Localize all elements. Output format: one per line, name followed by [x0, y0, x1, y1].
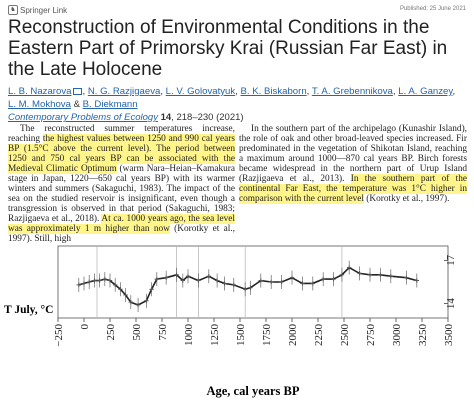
x-tick-label: 2500: [339, 324, 351, 347]
data-point: [149, 287, 154, 292]
data-point: [310, 281, 315, 286]
horse-icon: ♞: [8, 5, 18, 15]
highlighted-text: the highest values between 1250 and 990 …: [8, 134, 235, 174]
data-point: [107, 278, 113, 283]
author-link[interactable]: L. B. Nazarova: [8, 86, 72, 97]
x-tick-label: 3000: [391, 324, 403, 347]
data-point: [92, 278, 97, 283]
data-point: [222, 281, 227, 286]
x-tick-label: 1500: [235, 324, 247, 347]
author-link[interactable]: L. V. Golovatyuk: [165, 86, 236, 97]
author-list: L. B. Nazarova, N. G. Razjigaeva, L. V. …: [8, 86, 456, 110]
data-point: [144, 298, 149, 303]
email-icon[interactable]: [73, 87, 83, 95]
x-axis-label: Age, cal years BP: [206, 384, 299, 398]
plot-area: [57, 245, 449, 319]
data-point: [174, 272, 179, 277]
data-point: [97, 278, 102, 283]
springer-logo[interactable]: ♞ Springer Link: [8, 5, 67, 15]
data-point: [102, 276, 107, 282]
data-point: [180, 278, 185, 283]
x-tick-label: 1250: [209, 324, 221, 347]
data-point: [76, 282, 81, 288]
data-point: [81, 281, 87, 286]
x-tick-label: 500: [131, 324, 143, 341]
data-point: [404, 275, 409, 280]
data-point: [248, 285, 253, 290]
x-tick-label: 1750: [261, 324, 273, 347]
author-link[interactable]: B. K. Biskaborn: [240, 86, 307, 97]
data-point: [243, 287, 248, 292]
data-point: [339, 272, 345, 277]
journal-volume: 14: [160, 112, 172, 123]
x-tick-label: 750: [157, 324, 169, 341]
journal-link[interactable]: Contemporary Problems of Ecology: [8, 112, 158, 123]
data-point: [154, 276, 159, 282]
x-tick-label: −250: [53, 324, 65, 347]
x-tick-label: 2250: [313, 324, 325, 347]
x-tick-label: 0: [79, 324, 91, 330]
data-point: [388, 274, 393, 279]
text-span: (Korotky et al., 1997).: [363, 194, 450, 204]
y-tick-label: 14: [445, 298, 457, 310]
author-link[interactable]: L. A. Ganzey: [398, 86, 453, 97]
series-line: [78, 266, 418, 306]
journal-citation: Contemporary Problems of Ecology 14, 218…: [8, 112, 466, 123]
data-point: [128, 299, 133, 305]
x-tick-label: 2000: [287, 324, 299, 347]
journal-pages: , 218–230 (2021): [171, 112, 244, 123]
data-point: [185, 274, 191, 279]
data-point: [231, 282, 236, 288]
author-link[interactable]: N. G. Razjigaeva: [87, 86, 161, 97]
author-link[interactable]: T. A. Grebennikova: [311, 86, 393, 97]
text-span: (Korotky et al., 1997). Still, high: [8, 224, 236, 244]
x-tick-label: 1000: [183, 324, 195, 347]
published-date: Published: 25 June 2021: [399, 6, 466, 12]
article-title: Reconstruction of Environmental Conditio…: [8, 17, 448, 80]
text-column-left: The reconstructed summer temperatures in…: [8, 124, 235, 244]
text-span: In the southern part of the archipelago …: [239, 124, 467, 184]
data-point: [113, 282, 118, 288]
data-point: [321, 276, 326, 282]
data-point: [206, 274, 211, 279]
paragraph: In the southern part of the archipelago …: [239, 124, 468, 204]
data-point: [135, 302, 141, 308]
data-point: [258, 278, 263, 283]
author-link[interactable]: B. Diekmann: [82, 99, 138, 110]
y-tick-label: 17: [445, 254, 457, 266]
brand-label: Springer Link: [20, 5, 68, 15]
data-point: [196, 278, 201, 283]
data-point: [123, 292, 128, 298]
data-point: [367, 272, 373, 277]
data-point: [214, 278, 220, 283]
data-point: [269, 279, 274, 285]
temperature-figure: T July, °C −250 0 250 500 750 1000 1250 1500 175…: [4, 245, 457, 398]
data-point: [87, 279, 92, 285]
x-tick-label: 3250: [417, 324, 429, 347]
data-point: [378, 272, 383, 277]
y-axis-label: T July, °C: [4, 304, 53, 316]
data-point: [414, 278, 419, 283]
text-span: (warm Nara–Heian–Kamakura stage in Japan…: [8, 164, 235, 224]
data-point: [347, 265, 352, 270]
data-point: [289, 275, 295, 280]
author-link[interactable]: L. M. Mokhova: [8, 99, 71, 110]
top-bar: ♞ Springer Link Published: 25 June 2021: [8, 5, 466, 17]
data-point: [118, 287, 123, 292]
text-span: The reconstructed summer temperatures in…: [8, 124, 235, 144]
data-point: [300, 281, 305, 286]
x-tick-label: 3500: [443, 324, 455, 347]
data-point: [357, 271, 362, 276]
data-point: [331, 276, 336, 282]
text-column-right: In the southern part of the archipelago …: [239, 124, 468, 204]
paragraph: The reconstructed summer temperatures in…: [8, 124, 235, 244]
x-tick-label: 250: [105, 324, 117, 341]
x-tick-label: 2750: [365, 324, 377, 347]
data-point: [279, 279, 284, 285]
data-point: [163, 275, 169, 280]
